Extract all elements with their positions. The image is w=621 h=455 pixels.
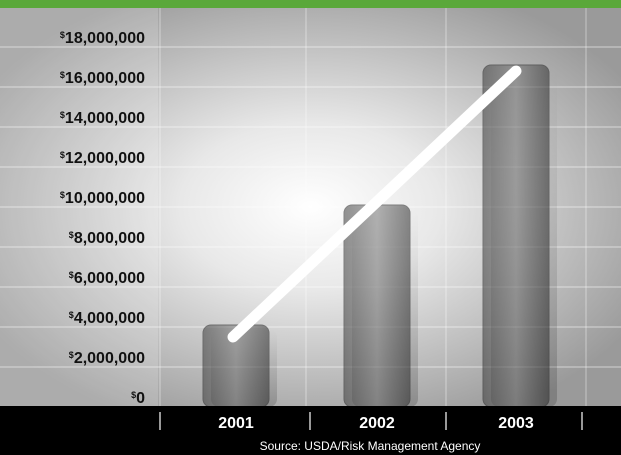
y-tick-value: 12,000,000 <box>65 150 145 167</box>
y-tick-label: $10,000,000 <box>60 190 145 207</box>
x-axis: 2001 2002 2003 <box>159 412 583 432</box>
y-tick-label: $2,000,000 <box>69 350 145 367</box>
y-axis: $0$2,000,000$4,000,000$6,000,000$8,000,0… <box>60 30 145 407</box>
top-band <box>0 0 621 8</box>
y-tick-currency: $ <box>69 270 74 280</box>
y-tick-value: 18,000,000 <box>65 30 145 47</box>
x-tick-label: 2001 <box>218 415 254 432</box>
y-tick-label: $8,000,000 <box>69 230 145 247</box>
y-tick-label: $4,000,000 <box>69 310 145 327</box>
y-tick-value: 16,000,000 <box>65 70 145 87</box>
y-tick-currency: $ <box>60 190 65 200</box>
y-tick-value: 2,000,000 <box>74 350 145 367</box>
y-tick-value: 0 <box>136 390 145 407</box>
source-note: Source: USDA/Risk Management Agency <box>260 439 481 453</box>
trend-line <box>227 65 522 343</box>
y-tick-currency: $ <box>60 30 65 40</box>
y-tick-value: 10,000,000 <box>65 190 145 207</box>
y-tick-label: $12,000,000 <box>60 150 145 167</box>
y-tick-value: 14,000,000 <box>65 110 145 127</box>
y-tick-value: 6,000,000 <box>74 270 145 287</box>
y-tick-label: $18,000,000 <box>60 30 145 47</box>
trend <box>227 65 522 343</box>
bar-2002 <box>343 204 411 408</box>
bar-2003 <box>482 64 550 408</box>
y-tick-currency: $ <box>60 110 65 120</box>
y-tick-currency: $ <box>69 310 74 320</box>
y-tick-label: $16,000,000 <box>60 70 145 87</box>
y-tick-currency: $ <box>69 230 74 240</box>
y-tick-value: 8,000,000 <box>74 230 145 247</box>
bars <box>202 64 557 408</box>
y-tick-currency: $ <box>69 350 74 360</box>
y-tick-label: $6,000,000 <box>69 270 145 287</box>
y-tick-value: 4,000,000 <box>74 310 145 327</box>
x-tick-label: 2003 <box>498 415 534 432</box>
x-tick-label: 2002 <box>359 415 395 432</box>
y-tick-currency: $ <box>131 390 136 400</box>
y-tick-currency: $ <box>60 150 65 160</box>
y-tick-label: $0 <box>131 390 145 407</box>
y-tick-label: $14,000,000 <box>60 110 145 127</box>
y-tick-currency: $ <box>60 70 65 80</box>
